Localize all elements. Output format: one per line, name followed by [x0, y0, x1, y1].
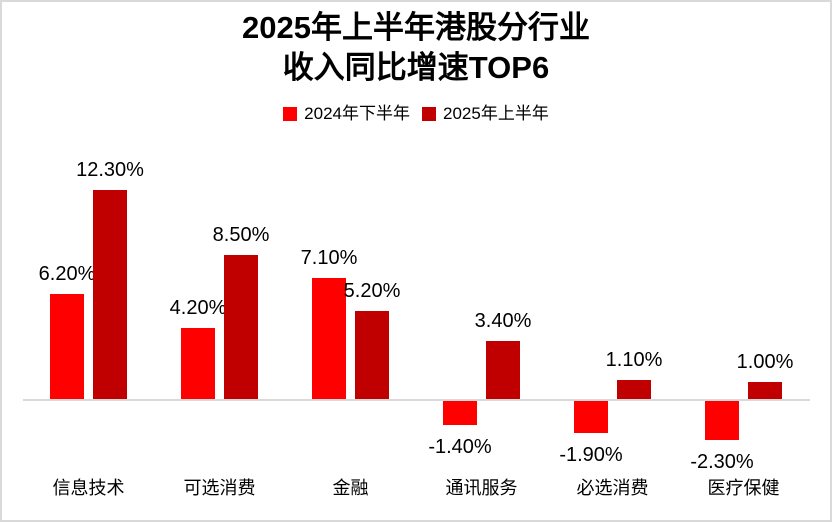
- bar-2024h2-info-tech: [50, 293, 84, 399]
- bar-value-label-2024h2-financials: 7.10%: [300, 247, 358, 270]
- legend-swatch-2024-h2-icon: [283, 107, 298, 121]
- legend-label-2025-h1: 2025年上半年: [443, 104, 549, 123]
- bar-2024h2-healthcare: [705, 401, 739, 441]
- bar-value-label-2024h2-info-tech: 6.20%: [38, 262, 96, 285]
- bar-value-label-2025h1-healthcare: 1.00%: [736, 351, 794, 373]
- bar-value-label-2024h2-healthcare: -2.30%: [690, 451, 754, 474]
- bar-value-label-2025h1-financials: 5.20%: [343, 279, 401, 302]
- x-axis-label-comm-services: 通讯服务: [445, 478, 518, 498]
- bar-2024h2-financials: [312, 278, 346, 399]
- x-axis-label-healthcare: 医疗保健: [707, 478, 780, 498]
- bar-2025h1-consumer-disc: [224, 254, 258, 399]
- bar-2025h1-healthcare: [748, 382, 782, 399]
- x-axis-label-financials: 金融: [332, 478, 369, 498]
- bar-value-label-2024h2-consumer-staples: -1.90%: [559, 444, 623, 467]
- bar-2025h1-consumer-staples: [617, 380, 651, 399]
- x-axis-label-consumer-staples: 必选消费: [576, 478, 649, 498]
- bar-2025h1-financials: [355, 310, 389, 399]
- legend-label-2024-h2: 2024年下半年: [304, 104, 410, 123]
- bar-value-label-2025h1-comm-services: 3.40%: [474, 310, 532, 333]
- x-axis-line: [23, 399, 810, 401]
- legend-item-2024-h2: 2024年下半年: [283, 103, 410, 125]
- bar-2024h2-consumer-staples: [574, 401, 608, 434]
- bar-2024h2-comm-services: [443, 401, 477, 425]
- bar-value-label-2024h2-comm-services: -1.40%: [428, 435, 492, 458]
- bar-value-label-2025h1-consumer-disc: 8.50%: [212, 223, 270, 246]
- legend-item-2025-h1: 2025年上半年: [422, 103, 549, 125]
- legend-swatch-2025-h1-icon: [422, 107, 436, 121]
- chart-title-line2: 收入同比增速TOP6: [282, 50, 550, 85]
- x-axis-label-info-tech: 信息技术: [52, 478, 125, 498]
- bar-value-label-2025h1-info-tech: 12.30%: [76, 158, 144, 181]
- x-axis-label-consumer-disc: 可选消费: [183, 478, 256, 498]
- legend: 2024年下半年 2025年上半年: [0, 103, 832, 125]
- bar-value-label-2025h1-consumer-staples: 1.10%: [605, 349, 663, 372]
- chart-title: 2025年上半年港股分行业 收入同比增速TOP6: [0, 8, 832, 88]
- bar-2025h1-info-tech: [93, 189, 127, 399]
- bar-2025h1-comm-services: [486, 341, 520, 399]
- bar-2024h2-consumer-disc: [181, 327, 215, 399]
- bar-value-label-2024h2-consumer-disc: 4.20%: [169, 296, 227, 319]
- chart-title-line1: 2025年上半年港股分行业: [242, 10, 590, 45]
